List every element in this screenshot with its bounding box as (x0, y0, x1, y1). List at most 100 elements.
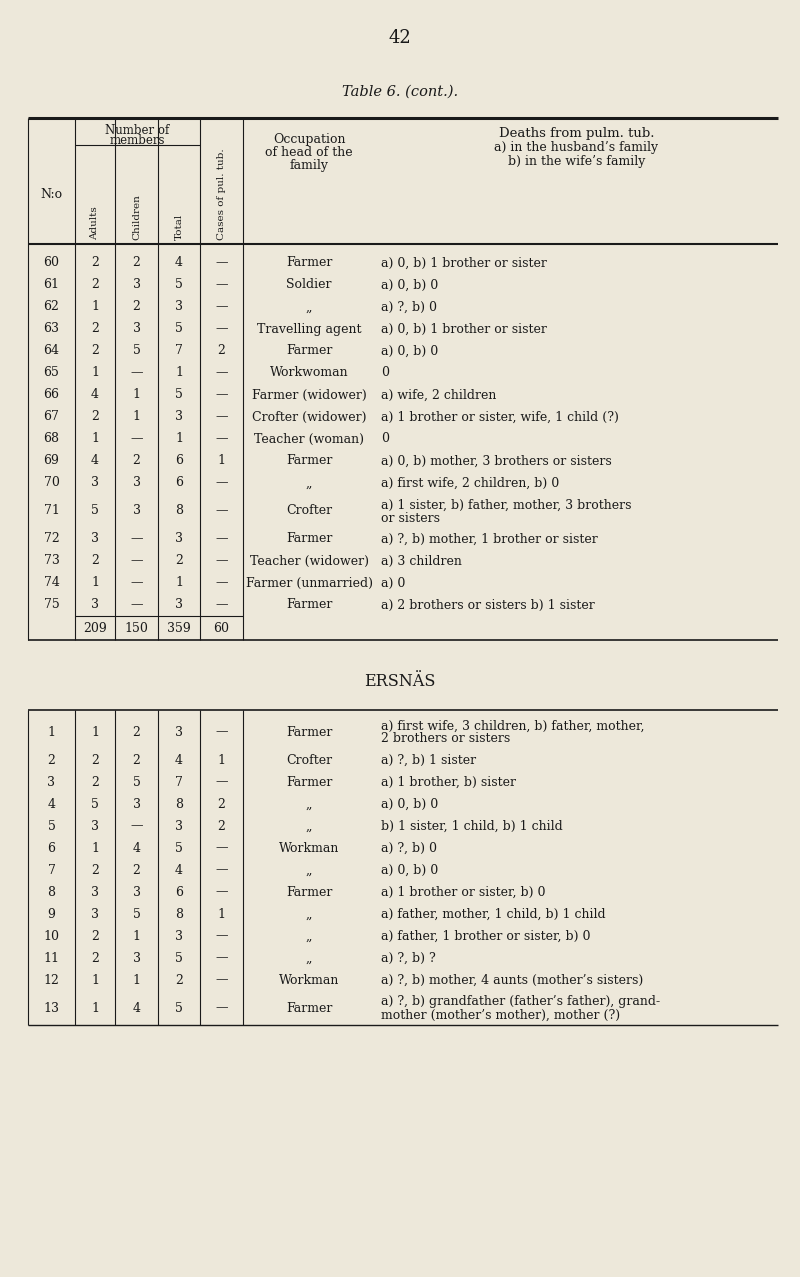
Text: —: — (215, 278, 228, 291)
Text: 2: 2 (91, 863, 99, 876)
Text: a) father, mother, 1 child, b) 1 child: a) father, mother, 1 child, b) 1 child (381, 908, 606, 921)
Text: 5: 5 (91, 504, 99, 517)
Text: —: — (215, 863, 228, 876)
Text: 1: 1 (91, 576, 99, 590)
Text: a) 0, b) mother, 3 brothers or sisters: a) 0, b) mother, 3 brothers or sisters (381, 455, 612, 467)
Text: —: — (215, 576, 228, 590)
Text: a) first wife, 2 children, b) 0: a) first wife, 2 children, b) 0 (381, 476, 559, 489)
Text: 2: 2 (175, 554, 183, 567)
Text: —: — (215, 725, 228, 738)
Text: 5: 5 (47, 820, 55, 833)
Text: Farmer: Farmer (286, 1001, 332, 1014)
Text: 5: 5 (175, 278, 183, 291)
Text: 8: 8 (175, 504, 183, 517)
Text: 2: 2 (133, 300, 141, 313)
Text: 68: 68 (43, 433, 59, 446)
Text: „: „ (306, 820, 312, 833)
Text: a) 0, b) 0: a) 0, b) 0 (381, 345, 438, 358)
Text: 3: 3 (91, 820, 99, 833)
Text: 5: 5 (175, 1001, 183, 1014)
Text: a) ?, b) mother, 4 aunts (mother’s sisters): a) ?, b) mother, 4 aunts (mother’s siste… (381, 973, 643, 987)
Text: 61: 61 (43, 278, 59, 291)
Text: Number of: Number of (106, 124, 170, 137)
Text: 1: 1 (91, 842, 99, 854)
Text: Table 6. (cont.).: Table 6. (cont.). (342, 86, 458, 100)
Text: 5: 5 (91, 798, 99, 811)
Text: Total: Total (174, 213, 183, 240)
Text: 2: 2 (175, 973, 183, 987)
Text: —: — (130, 820, 142, 833)
Text: —: — (215, 257, 228, 269)
Text: 1: 1 (47, 725, 55, 738)
Text: 1: 1 (175, 433, 183, 446)
Text: 2: 2 (91, 257, 99, 269)
Text: Crofter: Crofter (286, 753, 332, 766)
Text: —: — (215, 951, 228, 964)
Text: 3: 3 (175, 599, 183, 612)
Text: 3: 3 (175, 300, 183, 313)
Text: 3: 3 (175, 725, 183, 738)
Text: family: family (290, 160, 329, 172)
Text: 74: 74 (43, 576, 59, 590)
Text: —: — (215, 973, 228, 987)
Text: 65: 65 (43, 366, 59, 379)
Text: Farmer: Farmer (286, 775, 332, 788)
Text: Adults: Adults (90, 207, 99, 240)
Text: 4: 4 (175, 257, 183, 269)
Text: 2: 2 (218, 798, 226, 811)
Text: a) 1 brother or sister, b) 0: a) 1 brother or sister, b) 0 (381, 885, 546, 899)
Text: 3: 3 (133, 278, 141, 291)
Text: 2: 2 (133, 863, 141, 876)
Text: Deaths from pulm. tub.: Deaths from pulm. tub. (498, 128, 654, 140)
Text: 3: 3 (133, 885, 141, 899)
Text: 5: 5 (133, 345, 141, 358)
Text: a) first wife, 3 children, b) father, mother,: a) first wife, 3 children, b) father, mo… (381, 719, 645, 733)
Text: 2: 2 (91, 323, 99, 336)
Text: a) in the husband’s family: a) in the husband’s family (494, 142, 658, 155)
Text: a) ?, b) 1 sister: a) ?, b) 1 sister (381, 753, 476, 766)
Text: 1: 1 (218, 455, 226, 467)
Text: a) 1 brother, b) sister: a) 1 brother, b) sister (381, 775, 516, 788)
Text: ERSNÄS: ERSNÄS (364, 673, 436, 691)
Text: Workman: Workman (279, 842, 339, 854)
Text: 2: 2 (133, 257, 141, 269)
Text: 4: 4 (133, 842, 141, 854)
Text: 70: 70 (43, 476, 59, 489)
Text: 4: 4 (91, 388, 99, 401)
Text: 72: 72 (44, 533, 59, 545)
Text: —: — (130, 599, 142, 612)
Text: Soldier: Soldier (286, 278, 332, 291)
Text: 5: 5 (133, 908, 141, 921)
Text: Farmer: Farmer (286, 455, 332, 467)
Text: 2: 2 (133, 725, 141, 738)
Text: a) 1 sister, b) father, mother, 3 brothers: a) 1 sister, b) father, mother, 3 brothe… (381, 498, 631, 512)
Text: Travelling agent: Travelling agent (257, 323, 362, 336)
Text: 66: 66 (43, 388, 59, 401)
Text: 6: 6 (47, 842, 55, 854)
Text: 5: 5 (175, 388, 183, 401)
Text: 5: 5 (175, 951, 183, 964)
Text: 1: 1 (133, 388, 141, 401)
Text: 5: 5 (133, 775, 141, 788)
Text: „: „ (306, 908, 312, 921)
Text: 1: 1 (133, 930, 141, 942)
Text: 4: 4 (91, 455, 99, 467)
Text: —: — (215, 476, 228, 489)
Text: 6: 6 (175, 476, 183, 489)
Text: 4: 4 (175, 753, 183, 766)
Text: a) ?, b) 0: a) ?, b) 0 (381, 300, 437, 313)
Text: 3: 3 (47, 775, 55, 788)
Text: 3: 3 (133, 476, 141, 489)
Text: —: — (215, 366, 228, 379)
Text: —: — (215, 410, 228, 424)
Text: 2: 2 (91, 951, 99, 964)
Text: 3: 3 (91, 885, 99, 899)
Text: 3: 3 (91, 599, 99, 612)
Text: 3: 3 (91, 533, 99, 545)
Text: a) 0, b) 1 brother or sister: a) 0, b) 1 brother or sister (381, 257, 547, 269)
Text: Cases of pul. tub.: Cases of pul. tub. (217, 148, 226, 240)
Text: —: — (215, 775, 228, 788)
Text: 2: 2 (47, 753, 55, 766)
Text: —: — (130, 554, 142, 567)
Text: 1: 1 (133, 410, 141, 424)
